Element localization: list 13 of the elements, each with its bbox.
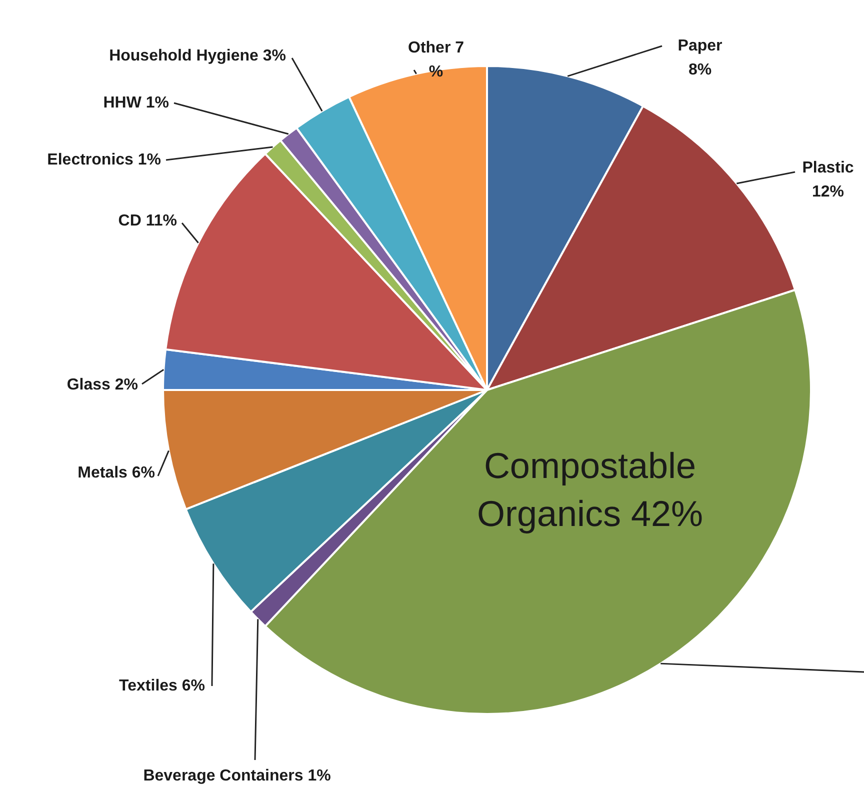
slice-label: Compostable Organics 42% — [476, 444, 704, 534]
slice-label: Textiles 6% — [119, 677, 205, 694]
data-label: 12% — [812, 183, 844, 200]
slice-label: Beverage Containers 1% — [143, 767, 331, 784]
slice-label: CD 11% — [118, 212, 177, 230]
slice-label: Plastic — [802, 159, 854, 176]
slice-label: Household Hygiene 3% — [109, 47, 286, 64]
slice-label: Glass 2% — [66, 376, 138, 394]
slice-label: Paper — [678, 37, 722, 54]
slice-label: Electronics 1% — [47, 151, 161, 168]
slice-label: HHW 1% — [103, 94, 169, 112]
data-label: 8% — [688, 61, 712, 78]
slice-label: Metals 6% — [78, 464, 155, 482]
